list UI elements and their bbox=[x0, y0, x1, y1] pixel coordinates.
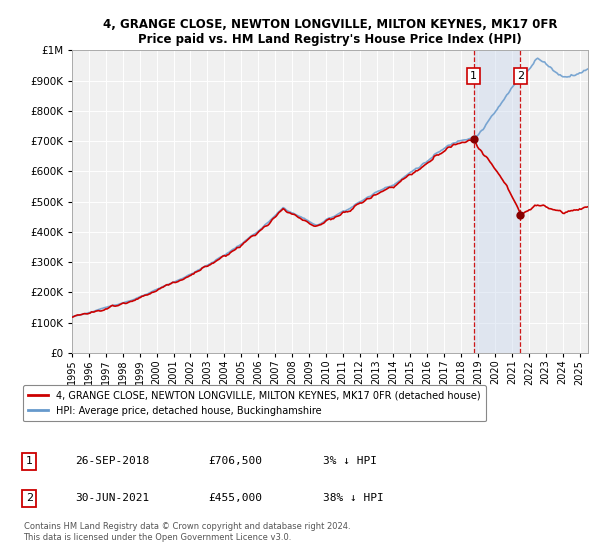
Text: 1: 1 bbox=[470, 71, 477, 81]
Text: 26-SEP-2018: 26-SEP-2018 bbox=[76, 456, 149, 466]
Text: 3% ↓ HPI: 3% ↓ HPI bbox=[323, 456, 377, 466]
Text: £706,500: £706,500 bbox=[208, 456, 262, 466]
Text: 1: 1 bbox=[26, 456, 33, 466]
Text: 2: 2 bbox=[517, 71, 524, 81]
Text: 2: 2 bbox=[26, 493, 33, 503]
Text: £455,000: £455,000 bbox=[208, 493, 262, 503]
Text: 38% ↓ HPI: 38% ↓ HPI bbox=[323, 493, 384, 503]
Text: Contains HM Land Registry data © Crown copyright and database right 2024.
This d: Contains HM Land Registry data © Crown c… bbox=[23, 522, 350, 542]
Text: 30-JUN-2021: 30-JUN-2021 bbox=[76, 493, 149, 503]
Legend: 4, GRANGE CLOSE, NEWTON LONGVILLE, MILTON KEYNES, MK17 0FR (detached house), HPI: 4, GRANGE CLOSE, NEWTON LONGVILLE, MILTO… bbox=[23, 385, 486, 422]
Title: 4, GRANGE CLOSE, NEWTON LONGVILLE, MILTON KEYNES, MK17 0FR
Price paid vs. HM Lan: 4, GRANGE CLOSE, NEWTON LONGVILLE, MILTO… bbox=[103, 18, 557, 46]
Bar bbox=[473, 50, 520, 353]
